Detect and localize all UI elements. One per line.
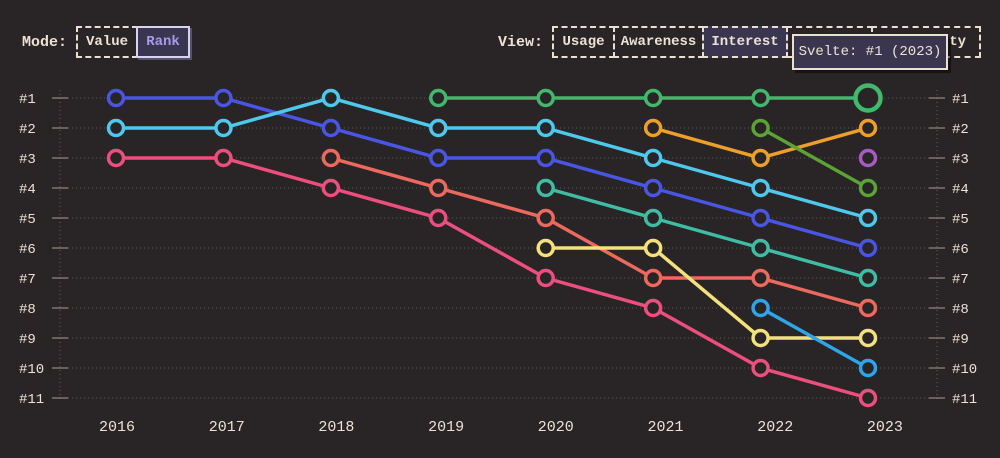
marker-cyan-2016[interactable] [106,118,126,138]
view-option-interest[interactable]: Interest [702,26,789,58]
y-axis-label-left: #10 [19,362,44,378]
marker-teal-2022[interactable] [751,238,770,258]
marker-pink-2019[interactable] [429,208,448,228]
mode-option-rank[interactable]: Rank [136,26,191,58]
x-axis-label: 2023 [867,419,903,436]
marker-blue-2017[interactable] [214,88,233,108]
marker-pink-2017[interactable] [214,148,233,168]
marker-yellow-2022[interactable] [751,328,770,348]
y-axis-label-left: #8 [19,302,36,318]
marker-light-blue-2023[interactable] [858,358,878,378]
y-axis-label-left: #3 [19,152,36,168]
marker-orange-2023[interactable] [858,118,878,138]
marker-olive-green-2023[interactable] [858,178,878,198]
y-axis-label-right: #8 [952,302,969,318]
line-salmon [330,156,869,310]
mode-control-group: Mode: Value Rank [22,26,191,58]
marker-cyan-2020[interactable] [536,118,555,138]
marker-yellow-2020[interactable] [536,238,555,258]
marker-salmon-2019[interactable] [429,178,448,198]
marker-salmon-2020[interactable] [536,208,555,228]
y-axis-label-left: #1 [19,92,36,108]
marker-pink-2022[interactable] [751,358,770,378]
y-axis-label-right: #6 [952,242,969,258]
marker-light-blue-2022[interactable] [751,298,770,318]
x-axis-label: 2021 [647,419,683,436]
x-axis-label: 2019 [428,419,464,436]
marker-teal-2021[interactable] [643,208,663,228]
marker-Svelte-2021[interactable] [643,88,663,108]
y-axis-label-right: #2 [952,122,969,138]
line-light-blue [759,306,869,370]
line-cyan [116,96,869,220]
y-axis-label-right: #9 [952,332,969,348]
marker-Svelte-2020[interactable] [536,88,555,108]
marker-orange-2021[interactable] [643,118,663,138]
line-teal [545,186,869,280]
y-axis-label-left: #5 [19,212,36,228]
marker-blue-2023[interactable] [858,238,878,258]
y-axis-label-right: #5 [952,212,969,228]
marker-cyan-2022[interactable] [751,178,770,198]
marker-teal-2020[interactable] [536,178,555,198]
marker-blue-2021[interactable] [643,178,663,198]
y-axis-label-left: #7 [19,272,36,288]
marker-Svelte-2019[interactable] [429,88,448,108]
y-axis-label-right: #10 [952,362,977,378]
y-axis-label-left: #6 [19,242,36,258]
marker-yellow-2023[interactable] [858,328,878,348]
marker-pink-2020[interactable] [536,268,555,288]
line-olive-green [759,126,869,190]
marker-orange-2022[interactable] [751,148,770,168]
x-axis-label: 2020 [538,419,574,436]
marker-salmon-2023[interactable] [858,298,878,318]
mode-label: Mode: [22,33,68,51]
marker-blue-2020[interactable] [536,148,555,168]
view-label: View: [498,33,544,51]
marker-salmon-2021[interactable] [643,268,663,288]
line-blue [116,96,869,250]
x-axis-label: 2018 [318,419,354,436]
marker-pink-2016[interactable] [106,148,126,168]
marker-yellow-2021[interactable] [643,238,663,258]
marker-blue-2019[interactable] [429,148,448,168]
marker-blue-2018[interactable] [321,118,341,138]
x-axis-label: 2016 [99,419,135,436]
marker-olive-green-2022[interactable] [751,118,770,138]
marker-cyan-2018[interactable] [321,88,341,108]
y-axis-label-right: #4 [952,182,969,198]
y-axis-label-right: #1 [952,92,969,108]
marker-cyan-2023[interactable] [858,208,878,228]
y-axis-label-left: #2 [19,122,36,138]
y-axis-label-right: #3 [952,152,969,168]
hover-tooltip: Svelte: #1 (2023) [792,34,948,70]
y-axis-label-left: #11 [19,392,44,408]
y-axis-label-left: #9 [19,332,36,348]
mode-option-value[interactable]: Value [76,26,139,58]
marker-Svelte-2022[interactable] [751,88,770,108]
marker-pink-2023[interactable] [858,388,878,408]
marker-salmon-2022[interactable] [751,268,770,288]
marker-teal-2023[interactable] [858,268,878,288]
marker-highlight-Svelte-2023[interactable] [853,83,883,113]
marker-pink-2021[interactable] [643,298,663,318]
x-axis-label: 2017 [209,419,245,436]
marker-salmon-2018[interactable] [321,148,341,168]
marker-cyan-2019[interactable] [429,118,448,138]
marker-purple-2023[interactable] [858,148,878,168]
x-axis-label: 2022 [757,419,793,436]
marker-blue-2022[interactable] [751,208,770,228]
line-pink [116,156,869,400]
marker-blue-2016[interactable] [106,88,126,108]
y-axis-label-right: #7 [952,272,969,288]
y-axis-label-right: #11 [952,392,977,408]
view-option-awareness[interactable]: Awareness [613,26,705,58]
y-axis-label-left: #4 [19,182,36,198]
marker-cyan-2017[interactable] [214,118,233,138]
view-option-usage[interactable]: Usage [552,26,616,58]
marker-cyan-2021[interactable] [643,148,663,168]
marker-pink-2018[interactable] [321,178,341,198]
tooltip-text: Svelte: #1 (2023) [798,44,942,60]
